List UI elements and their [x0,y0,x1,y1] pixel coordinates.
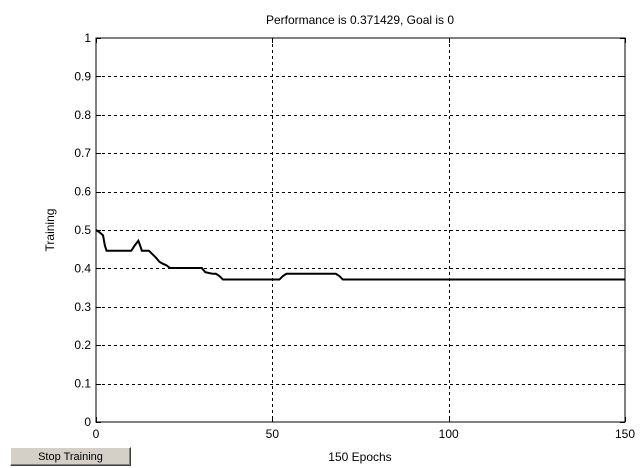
x-axis-label: 150 Epochs [328,450,391,464]
y-tick-label: 0.9 [74,69,91,83]
y-tick-label: 0.3 [74,300,91,314]
y-tick-label: 0.5 [74,223,91,237]
y-tick-label: 0.7 [74,146,91,160]
grid-lines [96,38,625,422]
y-tick-label: 0.1 [74,377,91,391]
axis-ticks [96,38,626,423]
y-tick-label: 0.8 [74,108,91,122]
y-tick-label: 0 [84,415,91,429]
y-tick-label: 0.6 [74,185,91,199]
x-tick-label: 150 [615,427,635,441]
y-axis-label: Training [43,209,57,252]
x-tick-label: 0 [93,427,100,441]
y-tick-labels: 0 0.1 0.2 0.3 0.4 0.5 0.6 0.7 0.8 0.9 1 [74,31,91,429]
x-tick-label: 100 [439,427,459,441]
x-tick-label: 50 [266,427,280,441]
y-tick-label: 0.4 [74,261,91,275]
y-tick-label: 1 [84,31,91,45]
y-tick-label: 0.2 [74,338,91,352]
training-performance-line [95,229,625,281]
x-tick-labels: 0 50 100 150 [93,427,636,441]
stop-training-button[interactable]: Stop Training [10,447,131,466]
chart-title: Performance is 0.371429, Goal is 0 [266,13,454,27]
